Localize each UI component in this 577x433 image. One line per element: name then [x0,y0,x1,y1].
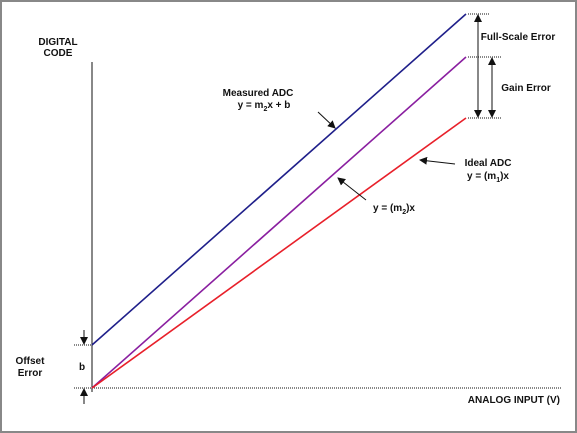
offset-symbol: b [79,362,85,373]
ideal-line [91,117,467,389]
eq-suffix: x + b [267,100,290,111]
measured-title: Measured ADC [223,88,294,99]
eq-sub: 2 [402,209,406,216]
eq-prefix: y = m [238,100,264,111]
x-label: ANALOG INPUT (V) [468,395,560,406]
eq-suffix: )x [500,171,509,182]
measured-eq: y = m2x + b [238,100,291,113]
guides [74,13,502,389]
full-scale-error: Full-Scale Error [481,32,556,43]
y-label: CODE [44,48,73,59]
offset-error: Offset [16,356,46,367]
dimension-arrows [80,14,496,404]
eq-suffix: )x [406,203,415,214]
eq-prefix: y = (m [467,171,496,182]
eq-sub: 2 [263,106,267,113]
y-label: DIGITAL [38,37,77,48]
ideal-title: Ideal ADC [465,158,512,169]
gain-line-eq: y = (m2)x [373,203,415,216]
eq-sub: 1 [496,177,500,184]
offset-error: Error [18,368,43,379]
eq-prefix: y = (m [373,203,402,214]
gain-line [91,56,467,389]
measured-line [91,13,467,346]
ideal-eq: y = (m1)x [467,171,509,184]
gain-error: Gain Error [501,83,551,94]
